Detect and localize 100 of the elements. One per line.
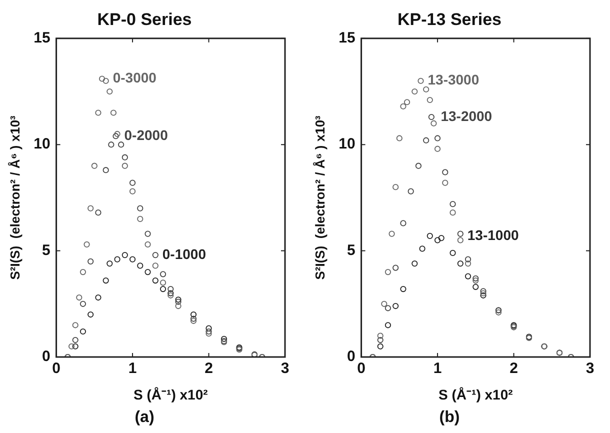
point xyxy=(457,230,464,237)
point xyxy=(122,162,128,169)
point xyxy=(76,294,82,301)
series-label: 13-2000 xyxy=(440,108,492,124)
series-label: 13-1000 xyxy=(467,226,519,243)
point xyxy=(472,284,479,290)
point xyxy=(80,300,86,307)
x-tick-label: 2 xyxy=(204,360,213,378)
point xyxy=(206,328,212,335)
y-tick-label: 0 xyxy=(346,348,356,366)
point xyxy=(412,260,418,267)
point xyxy=(160,286,166,292)
point xyxy=(442,169,448,176)
point xyxy=(450,201,456,208)
y-tick-label: 15 xyxy=(34,30,50,47)
point xyxy=(98,76,106,82)
point xyxy=(419,246,426,252)
point xyxy=(464,273,472,280)
y-tick-label: 10 xyxy=(34,136,50,153)
series-label: 0-2000 xyxy=(124,126,168,143)
y-tick-label: 0 xyxy=(42,348,50,366)
point xyxy=(392,264,399,271)
point xyxy=(472,277,479,284)
point xyxy=(72,343,78,350)
point xyxy=(377,336,384,344)
point xyxy=(392,302,399,310)
point xyxy=(472,275,479,282)
point xyxy=(206,330,212,337)
point xyxy=(377,343,384,350)
chart-title: KP-13 Series xyxy=(398,10,502,29)
point xyxy=(381,300,388,307)
point xyxy=(400,286,406,292)
point xyxy=(438,235,444,242)
point xyxy=(400,103,406,110)
point xyxy=(400,220,406,226)
point xyxy=(428,114,434,120)
x-tick-label: 3 xyxy=(586,360,594,378)
point xyxy=(102,277,109,284)
point xyxy=(423,86,430,92)
point xyxy=(384,268,392,276)
point xyxy=(430,120,437,126)
point xyxy=(95,210,102,216)
point xyxy=(95,294,102,301)
point xyxy=(72,322,78,328)
point xyxy=(137,216,144,222)
point xyxy=(450,210,456,216)
point xyxy=(112,133,119,140)
chart-title: KP-0 Series xyxy=(97,10,192,29)
point xyxy=(426,96,433,104)
point xyxy=(377,332,384,339)
point xyxy=(384,305,392,312)
point xyxy=(175,302,182,310)
point xyxy=(88,311,94,318)
point xyxy=(396,135,402,142)
point xyxy=(450,250,456,256)
x-tick-label: 2 xyxy=(510,360,518,378)
point xyxy=(106,260,113,267)
point xyxy=(412,88,418,95)
x-axis-title: S (Å⁻¹) x10² xyxy=(134,386,208,402)
point xyxy=(206,325,212,332)
point xyxy=(80,328,86,335)
point xyxy=(415,162,422,169)
text: (b) xyxy=(439,408,460,426)
point xyxy=(408,188,414,194)
y-axis-title: S²I(S) (electron² / Å⁶ ) x10³ xyxy=(312,114,328,280)
point xyxy=(88,205,94,212)
point xyxy=(392,184,399,190)
point xyxy=(404,99,410,106)
point xyxy=(137,262,144,269)
point xyxy=(80,268,86,276)
point xyxy=(152,252,158,258)
point xyxy=(464,256,472,262)
point xyxy=(129,256,136,262)
point xyxy=(388,230,395,237)
point xyxy=(72,336,78,344)
point xyxy=(160,271,166,278)
point xyxy=(129,188,136,194)
point xyxy=(426,232,433,239)
y-tick-label: 15 xyxy=(338,30,356,47)
point xyxy=(106,88,113,95)
x-tick-label: 1 xyxy=(433,360,442,378)
x-tick-label: 1 xyxy=(128,360,137,378)
point xyxy=(88,258,94,264)
point xyxy=(144,241,151,248)
point xyxy=(220,336,228,342)
point xyxy=(423,137,430,144)
point xyxy=(84,241,90,248)
point xyxy=(118,142,124,148)
point xyxy=(190,311,197,318)
text: (a) xyxy=(134,408,154,426)
series-label: 0-3000 xyxy=(112,70,157,86)
point xyxy=(457,260,464,267)
y-axis-title: S²I(S) (electron² / Å⁶ ) x10³ xyxy=(7,114,22,280)
point xyxy=(102,78,109,84)
point xyxy=(108,142,114,148)
point xyxy=(457,237,464,244)
point xyxy=(384,322,392,328)
point xyxy=(122,154,128,160)
point xyxy=(114,130,120,138)
series-label: 0-1000 xyxy=(162,246,206,262)
